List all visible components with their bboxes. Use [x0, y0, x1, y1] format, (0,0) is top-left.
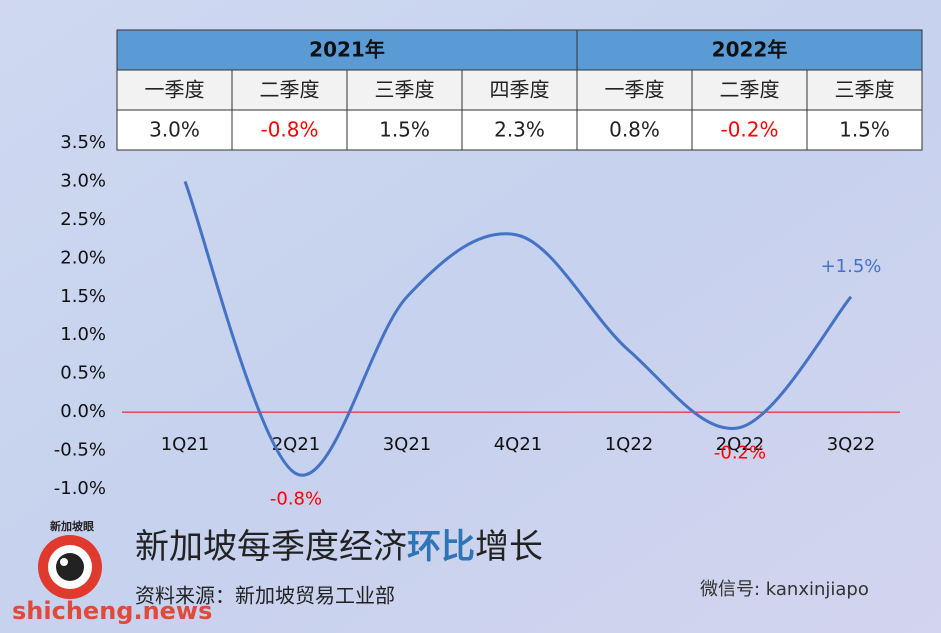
x-tick-label: 3Q21: [383, 434, 432, 455]
x-tick-label: 2Q21: [272, 434, 321, 455]
y-tick-label: 3.5%: [60, 132, 106, 153]
table-value: 1.5%: [379, 118, 430, 142]
source: 资料来源：新加坡贸易工业部: [135, 584, 395, 608]
table-cell: [346, 69, 463, 111]
y-tick-label: -0.5%: [54, 440, 106, 461]
table-quarter: 一季度: [145, 78, 205, 102]
table-quarter: 二季度: [720, 78, 780, 102]
x-tick-label: 2Q22: [716, 434, 765, 455]
table-year: 2021年: [309, 38, 385, 62]
table-cell: [116, 69, 233, 111]
y-tick-label: 0.5%: [60, 363, 106, 384]
table-quarter: 一季度: [605, 78, 665, 102]
table-cell: [806, 69, 923, 111]
x-tick-label: 3Q22: [827, 434, 876, 455]
wechat-watermark: 微信号: kanxinjiapo: [700, 579, 869, 600]
table-quarter: 二季度: [260, 78, 320, 102]
y-tick-label: 3.0%: [60, 170, 106, 191]
table-value: 0.8%: [609, 118, 660, 142]
value-label: -0.2%: [714, 442, 766, 463]
table-value: 1.5%: [839, 118, 890, 142]
y-tick-label: 2.5%: [60, 209, 106, 230]
table-year: 2022年: [712, 38, 788, 62]
x-tick-label: 1Q22: [605, 434, 654, 455]
table-cell: [231, 69, 348, 111]
title-part: 增长: [475, 527, 543, 567]
chart-title: 新加坡每季度经济环比增长: [135, 527, 543, 567]
table-cell: [691, 109, 808, 151]
table-quarter: 三季度: [835, 78, 895, 102]
logo: [38, 535, 102, 599]
table-cell: [806, 109, 923, 151]
title-highlight: 环比: [407, 527, 475, 567]
table-value: -0.8%: [260, 118, 318, 142]
y-tick-label: 0.0%: [60, 401, 106, 422]
table-quarter: 三季度: [375, 78, 435, 102]
table-value: 2.3%: [494, 118, 545, 142]
logo-text: 新加坡眼: [50, 519, 94, 533]
value-label: -0.8%: [270, 489, 322, 510]
table-value: 3.0%: [149, 118, 200, 142]
table-quarter: 四季度: [490, 78, 550, 102]
x-tick-label: 4Q21: [494, 434, 543, 455]
value-label: +1.5%: [821, 256, 882, 277]
y-tick-label: 1.0%: [60, 324, 106, 345]
title-part: 新加坡每季度经济: [135, 527, 407, 567]
y-tick-label: -1.0%: [54, 478, 106, 499]
x-tick-label: 1Q21: [161, 434, 210, 455]
table-cell: [231, 109, 348, 151]
table-header-cell: [576, 29, 923, 71]
line: [183, 180, 853, 477]
table-value: -0.2%: [720, 118, 778, 142]
table-cell: [576, 109, 693, 151]
table-cell: [461, 69, 578, 111]
y-tick-label: 1.5%: [60, 286, 106, 307]
site-watermark: shicheng.news: [12, 597, 212, 625]
y-tick-label: 2.0%: [60, 247, 106, 268]
